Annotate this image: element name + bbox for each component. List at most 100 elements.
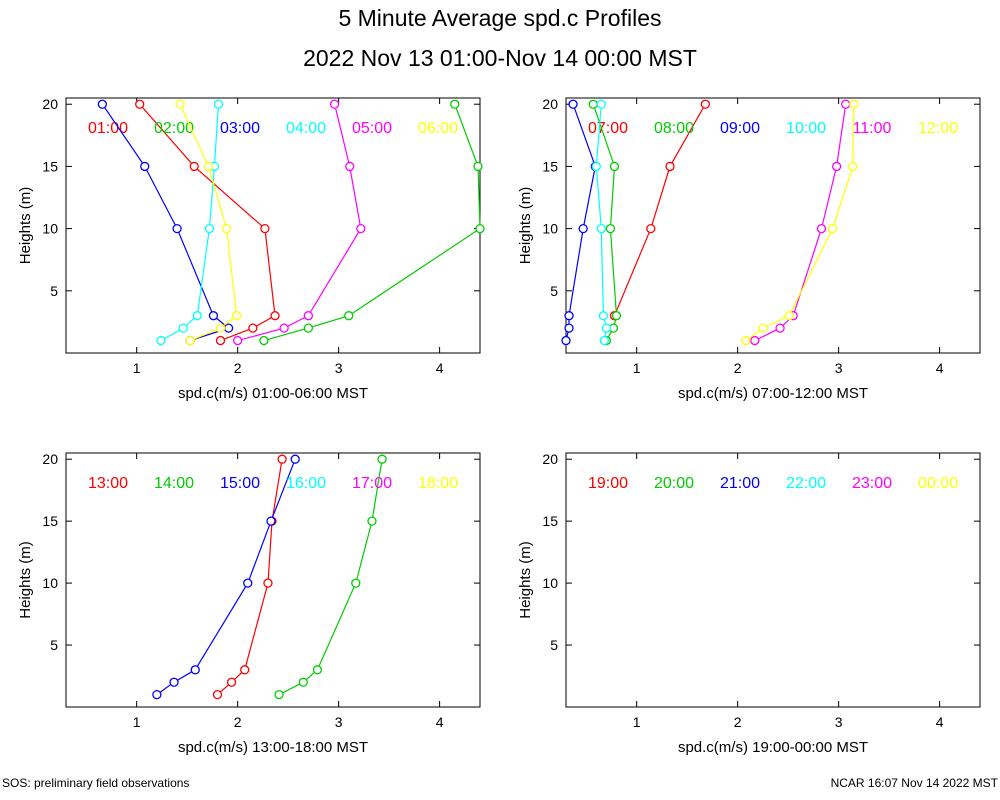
data-point [665,161,675,172]
x-tick-label: 3 [335,714,343,730]
data-point [564,323,574,333]
series-line [179,103,238,342]
y-tick-label: 10 [42,221,58,237]
data-point [192,311,202,321]
data-point [564,311,574,321]
data-point [259,335,269,346]
data-point [248,323,258,333]
series-line [745,104,855,342]
data-point [97,99,108,109]
data-point [329,99,340,109]
legend-entry: 09:00 [720,120,760,137]
data-point [827,223,838,234]
figure-title: 5 Minute Average spd.c Profiles [338,5,662,31]
data-point [223,323,234,333]
data-point [609,161,620,172]
data-point [185,335,195,346]
chart-panel-2: 1 2 3 4 5 10 15 20 spd.c(m/s) 07:00-12:00 MST Hei… [517,96,981,402]
series-line [278,459,383,696]
y-tick-label: 20 [542,451,558,467]
data-point [377,454,387,464]
y-tick-label: 20 [542,96,558,112]
data-point [601,323,612,333]
data-point [274,689,284,700]
data-point [215,335,226,346]
data-point [172,223,182,234]
data-point [351,578,361,588]
data-point [266,516,276,526]
x-tick-label: 4 [436,360,444,376]
legend-entry: 12:00 [918,120,958,137]
data-point [203,161,214,172]
data-point [231,311,242,321]
y-tick-label: 20 [42,451,58,467]
data-point [152,689,162,700]
data-point [848,161,858,172]
data-point [178,323,188,333]
y-tick-label: 20 [42,96,58,112]
data-point [215,323,226,333]
y-tick-label: 5 [550,637,558,653]
x-tick-label: 4 [936,714,944,730]
legend-entry: 18:00 [418,475,458,492]
data-point [190,665,200,675]
chart-panel-4: 1 2 3 4 5 10 15 20 spd.c(m/s) 19:00-00:00 MST Hei… [517,451,981,756]
data-point [140,161,150,172]
legend-entry: 04:00 [286,120,326,137]
data-point [598,311,609,321]
data-point [243,578,253,588]
x-tick-label: 2 [234,714,242,730]
y-tick-label: 15 [542,158,558,174]
x-tick-label: 1 [133,714,141,730]
data-point [599,335,610,346]
data-point [700,99,710,109]
legend-entry: 11:00 [853,120,892,137]
y-tick-label: 5 [50,637,58,653]
y-axis-label: Heights (m) [517,541,534,619]
y-tick-label: 15 [542,513,558,529]
data-point [646,223,656,234]
data-point [204,223,215,234]
legend-entry: 23:00 [852,475,892,492]
data-point [849,99,859,109]
chart-panel-1: 1 2 3 4 5 10 15 20 spd.c(m/s) 01:00-06:00 MST Hei… [17,96,485,402]
series-line [754,104,847,342]
x-tick-label: 2 [734,714,742,730]
data-point [775,323,785,333]
y-tick-label: 15 [42,158,58,174]
legend-entry: 17:00 [352,475,392,492]
data-point [240,665,250,675]
data-point [312,665,323,675]
data-point [270,311,280,321]
legend-entry: 00:00 [918,475,958,492]
legend-entry: 03:00 [220,120,260,137]
x-tick-label: 3 [335,360,343,376]
x-tick-label: 1 [633,714,641,730]
data-point [758,323,768,333]
y-axis-label: Heights (m) [517,187,534,265]
figure-subtitle: 2022 Nov 13 01:00-Nov 14 00:00 MST [303,45,697,71]
legend-entry: 19:00 [588,475,628,492]
y-tick-label: 5 [50,283,58,299]
x-tick-label: 2 [734,360,742,376]
data-point [169,677,179,687]
data-point [156,335,166,346]
series-line [139,103,276,342]
legend-entry: 14:00 [154,475,194,492]
y-tick-label: 5 [550,283,558,299]
data-point [568,99,578,109]
legend-entry: 06:00 [418,120,458,137]
series-line [613,103,706,316]
legend-entry: 20:00 [654,475,694,492]
data-point [208,311,219,321]
data-point [578,223,588,234]
x-axis-label: spd.c(m/s) 19:00-00:00 MST [678,739,868,756]
y-axis-label: Heights (m) [17,187,34,265]
data-point [303,323,313,333]
y-tick-label: 10 [542,575,558,591]
x-tick-label: 4 [936,360,944,376]
legend-entry: 15:00 [220,475,260,492]
y-axis-label: Heights (m) [17,541,34,619]
data-point [277,454,287,464]
x-tick-label: 3 [835,714,843,730]
